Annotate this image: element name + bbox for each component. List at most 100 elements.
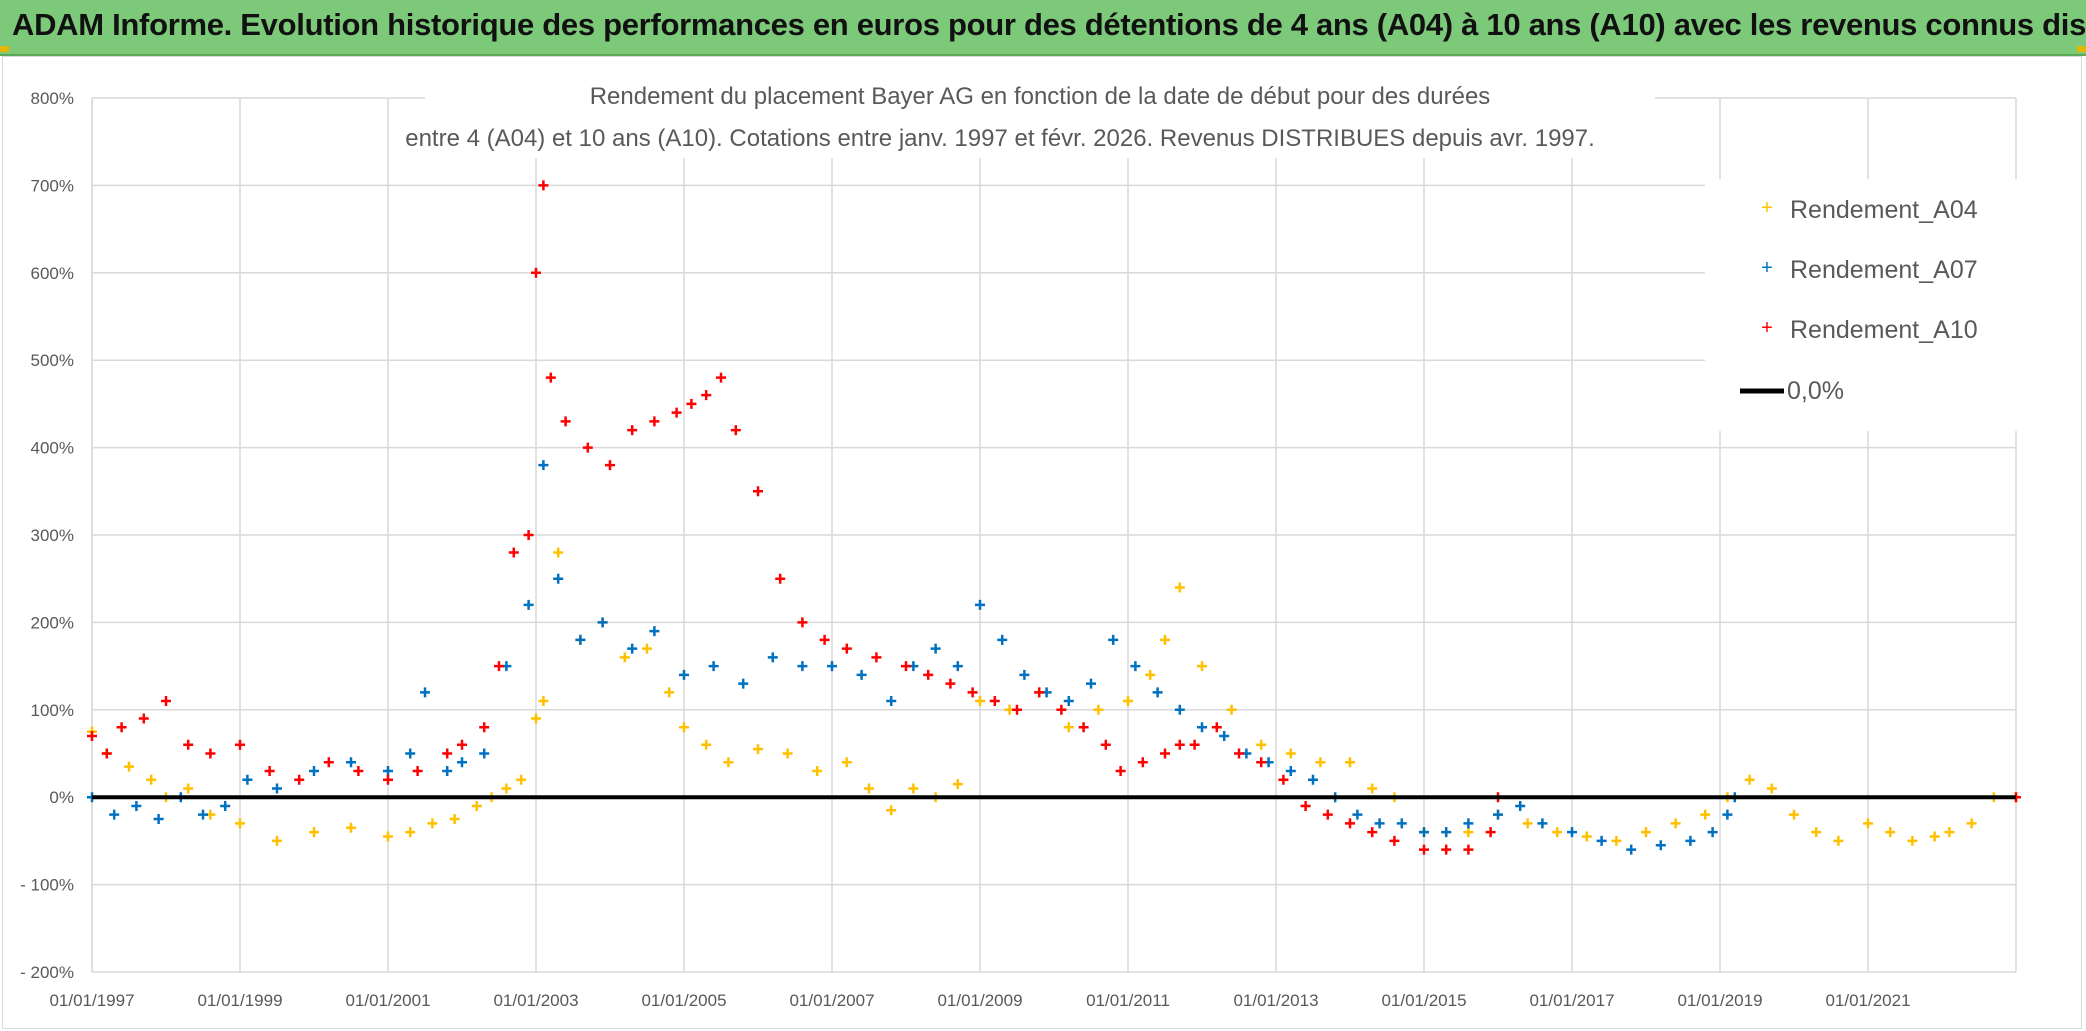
point-a07 (1019, 669, 1030, 680)
point-a07 (1567, 827, 1577, 838)
point-a10 (1100, 739, 1111, 750)
point-a04 (501, 783, 512, 794)
point-a07 (627, 643, 638, 654)
point-a04 (1811, 827, 1822, 838)
point-a10 (701, 390, 712, 401)
point-a10 (1367, 827, 1378, 838)
point-a07 (1441, 827, 1452, 838)
point-a10 (730, 425, 741, 436)
point-a10 (138, 713, 149, 724)
point-a04 (723, 757, 734, 768)
point-a07 (708, 661, 719, 672)
point-a07 (420, 687, 430, 698)
point-a07 (1086, 678, 1096, 689)
point-a07 (538, 460, 549, 471)
legend-marker-a07: + (1761, 257, 1773, 279)
point-a07 (886, 696, 897, 707)
point-a04 (531, 713, 541, 724)
point-a10 (183, 739, 194, 750)
point-a04 (1929, 831, 1940, 842)
point-a10 (1078, 722, 1089, 733)
point-a10 (649, 416, 660, 427)
point-a10 (442, 748, 453, 759)
point-a04 (782, 748, 793, 759)
banner: ADAM Informe. Evolution historique des p… (0, 0, 2086, 56)
legend-label-zero: 0,0% (1787, 377, 1844, 405)
point-a04 (1522, 818, 1533, 829)
point-a10 (101, 748, 112, 759)
point-a04 (449, 814, 460, 825)
y-tick-label: 500% (31, 351, 74, 370)
point-a10 (494, 661, 504, 672)
legend: + Rendement_A04 + Rendement_A07 + Rendem… (1705, 179, 2017, 431)
point-a04 (405, 827, 416, 838)
point-a07 (1396, 818, 1407, 829)
point-a10 (627, 425, 638, 436)
point-a07 (131, 800, 142, 811)
point-a10 (797, 617, 808, 628)
point-a10 (235, 739, 245, 750)
point-a04 (886, 805, 897, 816)
point-a07 (272, 783, 282, 794)
x-tick-label: 01/01/2003 (493, 991, 578, 1010)
point-a10 (116, 722, 127, 733)
point-a04 (553, 547, 564, 558)
point-a10 (1189, 739, 1200, 750)
chart-title-background (425, 60, 1655, 158)
x-tick-label: 01/01/2021 (1825, 991, 1910, 1010)
point-a04 (1160, 634, 1170, 645)
point-a10 (775, 573, 786, 584)
x-tick-label: 01/01/2015 (1381, 991, 1466, 1010)
point-a04 (1063, 722, 1074, 733)
point-a07 (220, 800, 231, 811)
point-a10 (264, 765, 275, 776)
point-a04 (679, 722, 689, 733)
point-a04 (1833, 835, 1844, 846)
point-a04 (952, 779, 963, 790)
y-tick-label: 300% (31, 526, 74, 545)
point-a10 (161, 696, 171, 707)
point-a10 (1160, 748, 1170, 759)
point-a07 (1374, 818, 1385, 829)
point-a07 (952, 661, 963, 672)
point-a10 (1389, 835, 1400, 846)
series-Rendement_A04 (87, 547, 2021, 846)
point-a10 (294, 774, 305, 785)
point-a10 (87, 731, 97, 742)
point-a10 (560, 416, 571, 427)
point-a04 (1966, 818, 1977, 829)
point-a10 (901, 661, 911, 672)
point-a04 (1093, 704, 1104, 715)
point-a07 (797, 661, 808, 672)
point-a10 (323, 757, 334, 768)
x-tick-label: 01/01/2017 (1529, 991, 1614, 1010)
point-a07 (1515, 800, 1526, 811)
point-a04 (1463, 827, 1474, 838)
point-a07 (405, 748, 416, 759)
point-a04 (975, 696, 985, 707)
point-a07 (1219, 731, 1230, 742)
point-a07 (383, 765, 393, 776)
y-axis: 800% 700% 600% 500% 400% 300% 200% 100% 0% - 100%… (20, 89, 74, 982)
point-a04 (516, 774, 527, 785)
legend-marker-a04: + (1761, 197, 1773, 219)
point-a10 (871, 652, 882, 663)
point-a07 (767, 652, 778, 663)
point-a10 (819, 634, 830, 645)
point-a04 (1285, 748, 1296, 759)
point-a10 (353, 765, 364, 776)
point-a04 (1641, 827, 1651, 838)
point-a07 (738, 678, 749, 689)
y-tick-label: 0% (49, 788, 74, 807)
corner-accent-right (2077, 46, 2086, 52)
point-a10 (1345, 818, 1355, 829)
point-a07 (442, 765, 453, 776)
point-a10 (508, 547, 519, 558)
y-tick-label: 600% (31, 264, 74, 283)
point-a04 (812, 765, 823, 776)
point-a07 (479, 748, 490, 759)
point-a07 (1352, 809, 1363, 820)
point-a10 (1115, 765, 1126, 776)
y-tick-label: 800% (31, 89, 74, 108)
point-a07 (975, 599, 985, 610)
